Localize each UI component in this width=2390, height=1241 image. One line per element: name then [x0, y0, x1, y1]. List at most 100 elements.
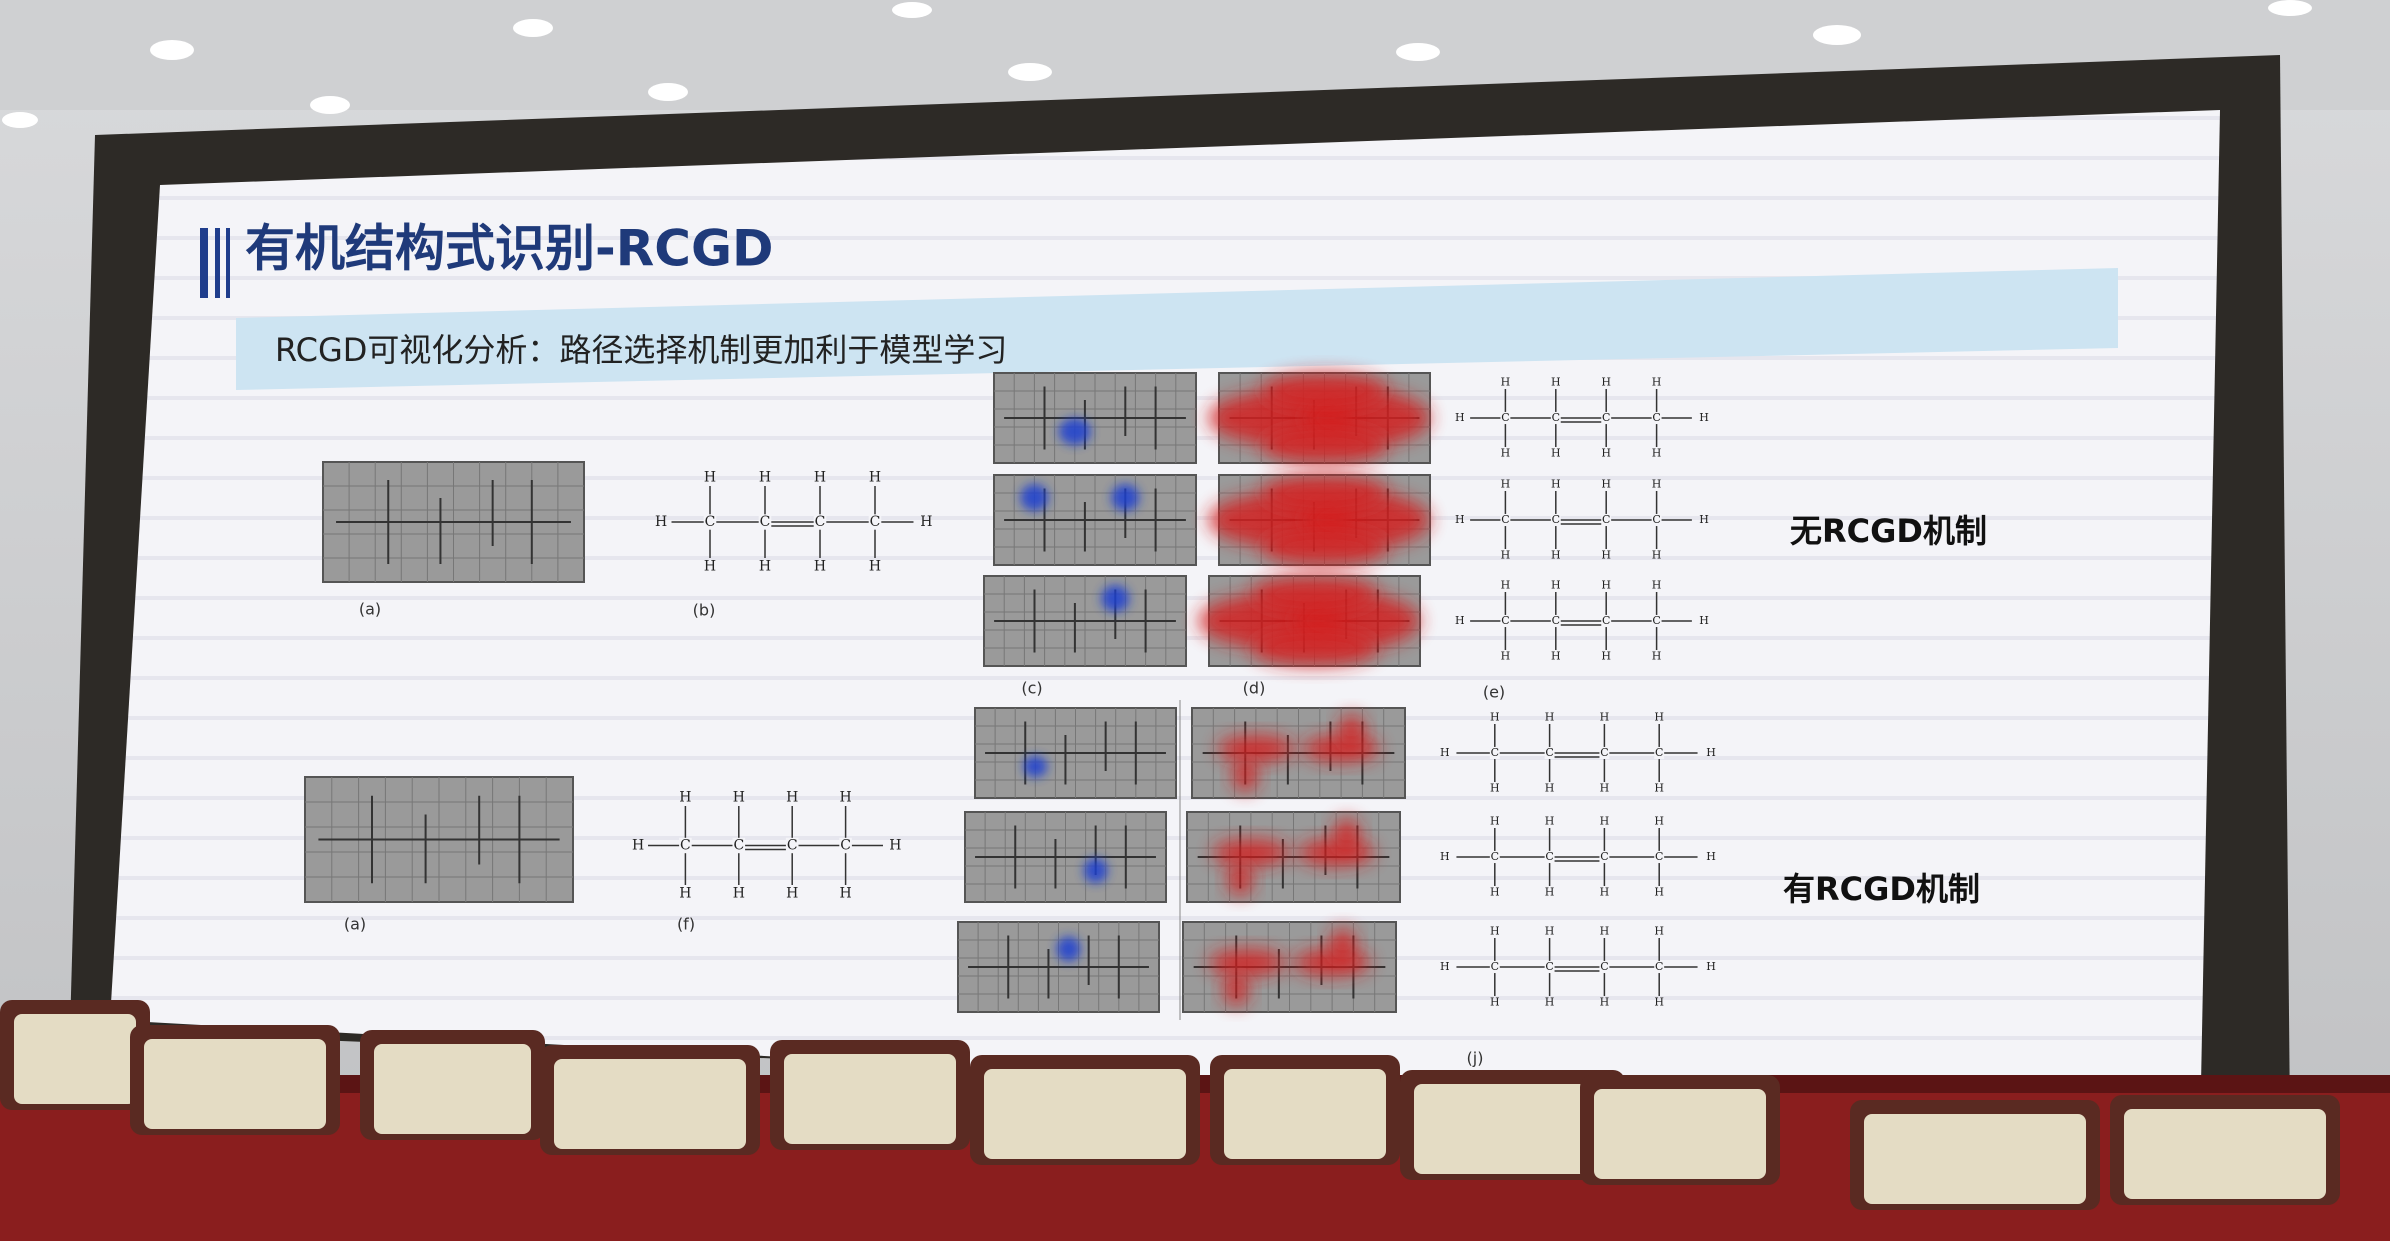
attention-blob — [1058, 418, 1091, 445]
panel-label: (e) — [1483, 683, 1505, 702]
chair-cushion — [14, 1014, 136, 1104]
attention-blob — [1261, 529, 1388, 565]
atom-bg — [868, 514, 882, 530]
atom-label: H — [704, 558, 716, 574]
atom-label: H — [1501, 650, 1511, 663]
atom-label: H — [1699, 411, 1709, 424]
panel-label: (a) — [359, 600, 381, 619]
atom-bg — [1601, 411, 1612, 425]
image-stroke — [985, 721, 1166, 785]
image-stroke — [318, 795, 560, 884]
atom-label: C — [1552, 411, 1560, 424]
atom-label: H — [1545, 924, 1555, 937]
atom-label: H — [1652, 477, 1662, 490]
atom-bg — [1489, 960, 1500, 974]
atom-label: H — [1551, 375, 1561, 388]
ceiling-lights — [2, 0, 2312, 128]
atom-label: H — [1699, 614, 1709, 627]
atom-bg — [1599, 960, 1610, 974]
chair-cushion — [1224, 1069, 1386, 1159]
slide-subtitle: RCGD可视化分析：路径选择机制更加利于模型学习 — [275, 331, 1007, 369]
attention-blob — [1023, 755, 1048, 778]
atom-label: H — [1600, 924, 1610, 937]
atom-label: C — [1501, 614, 1509, 627]
atom-label: C — [1600, 850, 1608, 863]
chairs — [0, 1000, 2340, 1210]
atom-label: H — [1654, 886, 1664, 899]
atom-label: H — [1501, 549, 1511, 562]
image-stroke — [336, 480, 571, 564]
atom-label: H — [814, 470, 826, 486]
atom-label: C — [1602, 614, 1610, 627]
panel-label: (a) — [344, 915, 366, 934]
chair-cushion — [984, 1069, 1186, 1159]
atom-label: H — [733, 790, 745, 806]
atom-label: H — [1551, 447, 1561, 460]
atom-bg — [1544, 850, 1555, 864]
chair-cushion — [1414, 1084, 1611, 1174]
atom-label: H — [704, 470, 716, 486]
panel-label: (b) — [693, 601, 716, 620]
atom-label: H — [1490, 782, 1500, 795]
atom-label: H — [1706, 960, 1716, 973]
atom-bg — [785, 837, 799, 854]
atom-label: C — [1655, 850, 1663, 863]
atom-label: H — [679, 885, 691, 901]
atom-label: H — [1601, 650, 1611, 663]
attention-blob — [1232, 759, 1259, 792]
atom-bg — [1500, 513, 1511, 527]
atom-label: C — [1652, 411, 1660, 424]
atom-bg — [1489, 746, 1500, 760]
chair-cushion — [2124, 1109, 2326, 1199]
chair-cushion — [784, 1054, 956, 1144]
atom-label: C — [1652, 614, 1660, 627]
attention-blob — [1212, 839, 1290, 866]
atom-label: H — [655, 514, 667, 530]
atom-label: H — [1490, 710, 1500, 723]
atom-bg — [1654, 960, 1665, 974]
atom-bg — [1599, 746, 1610, 760]
atom-bg — [1599, 850, 1610, 864]
atom-bg — [1489, 850, 1500, 864]
atom-label: H — [1600, 814, 1610, 827]
image-stroke — [994, 589, 1176, 653]
atom-label: C — [840, 838, 851, 854]
atom-label: H — [786, 885, 798, 901]
panel-label: (d) — [1243, 679, 1266, 698]
atom-label: H — [679, 790, 691, 806]
atom-label: H — [1601, 578, 1611, 591]
title-bar — [226, 228, 230, 298]
atom-bg — [1500, 411, 1511, 425]
atom-label: H — [889, 838, 901, 854]
atom-label: H — [1652, 375, 1662, 388]
atom-label: C — [870, 514, 881, 530]
atom-label: H — [1600, 710, 1610, 723]
atom-label: C — [1552, 614, 1560, 627]
attention-blob — [1083, 857, 1108, 884]
atom-bg — [1550, 411, 1561, 425]
atom-label: H — [1601, 447, 1611, 460]
subtitle-band — [236, 268, 2118, 390]
atom-label: H — [1545, 996, 1555, 1009]
atom-label: C — [1491, 746, 1499, 759]
atom-label: H — [1551, 578, 1561, 591]
atom-label: H — [1601, 375, 1611, 388]
atom-label: C — [1655, 746, 1663, 759]
atom-bg — [1601, 513, 1612, 527]
atom-label: H — [759, 558, 771, 574]
panel-label: (j) — [1467, 1049, 1484, 1068]
atom-bg — [1651, 411, 1662, 425]
atom-label: H — [1654, 814, 1664, 827]
atom-label: C — [733, 838, 744, 854]
atom-label: H — [1706, 746, 1716, 759]
atom-label: H — [1490, 814, 1500, 827]
atom-label: H — [1551, 549, 1561, 562]
atom-label: H — [1654, 710, 1664, 723]
atom-bg — [703, 514, 717, 530]
title-bar — [215, 228, 220, 298]
attention-blob — [1208, 949, 1286, 976]
atom-label: H — [1600, 996, 1610, 1009]
atom-label: C — [1655, 960, 1663, 973]
atom-bg — [1550, 513, 1561, 527]
